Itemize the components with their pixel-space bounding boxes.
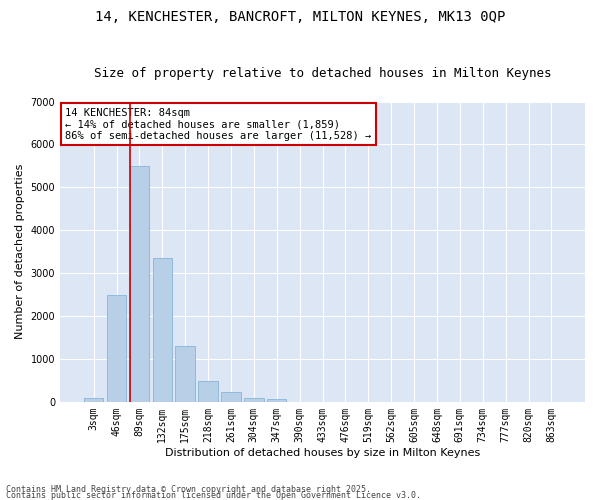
Text: Contains HM Land Registry data © Crown copyright and database right 2025.: Contains HM Land Registry data © Crown c… bbox=[6, 485, 371, 494]
Bar bbox=[152, 258, 172, 402]
X-axis label: Distribution of detached houses by size in Milton Keynes: Distribution of detached houses by size … bbox=[165, 448, 480, 458]
Y-axis label: Number of detached properties: Number of detached properties bbox=[15, 164, 25, 340]
Bar bbox=[84, 398, 103, 402]
Text: 14, KENCHESTER, BANCROFT, MILTON KEYNES, MK13 0QP: 14, KENCHESTER, BANCROFT, MILTON KEYNES,… bbox=[95, 10, 505, 24]
Title: Size of property relative to detached houses in Milton Keynes: Size of property relative to detached ho… bbox=[94, 66, 551, 80]
Bar bbox=[267, 400, 286, 402]
Bar bbox=[244, 398, 263, 402]
Bar bbox=[221, 392, 241, 402]
Bar bbox=[199, 381, 218, 402]
Bar bbox=[107, 294, 126, 402]
Bar bbox=[175, 346, 195, 402]
Text: Contains public sector information licensed under the Open Government Licence v3: Contains public sector information licen… bbox=[6, 490, 421, 500]
Bar bbox=[130, 166, 149, 402]
Text: 14 KENCHESTER: 84sqm
← 14% of detached houses are smaller (1,859)
86% of semi-de: 14 KENCHESTER: 84sqm ← 14% of detached h… bbox=[65, 108, 371, 140]
